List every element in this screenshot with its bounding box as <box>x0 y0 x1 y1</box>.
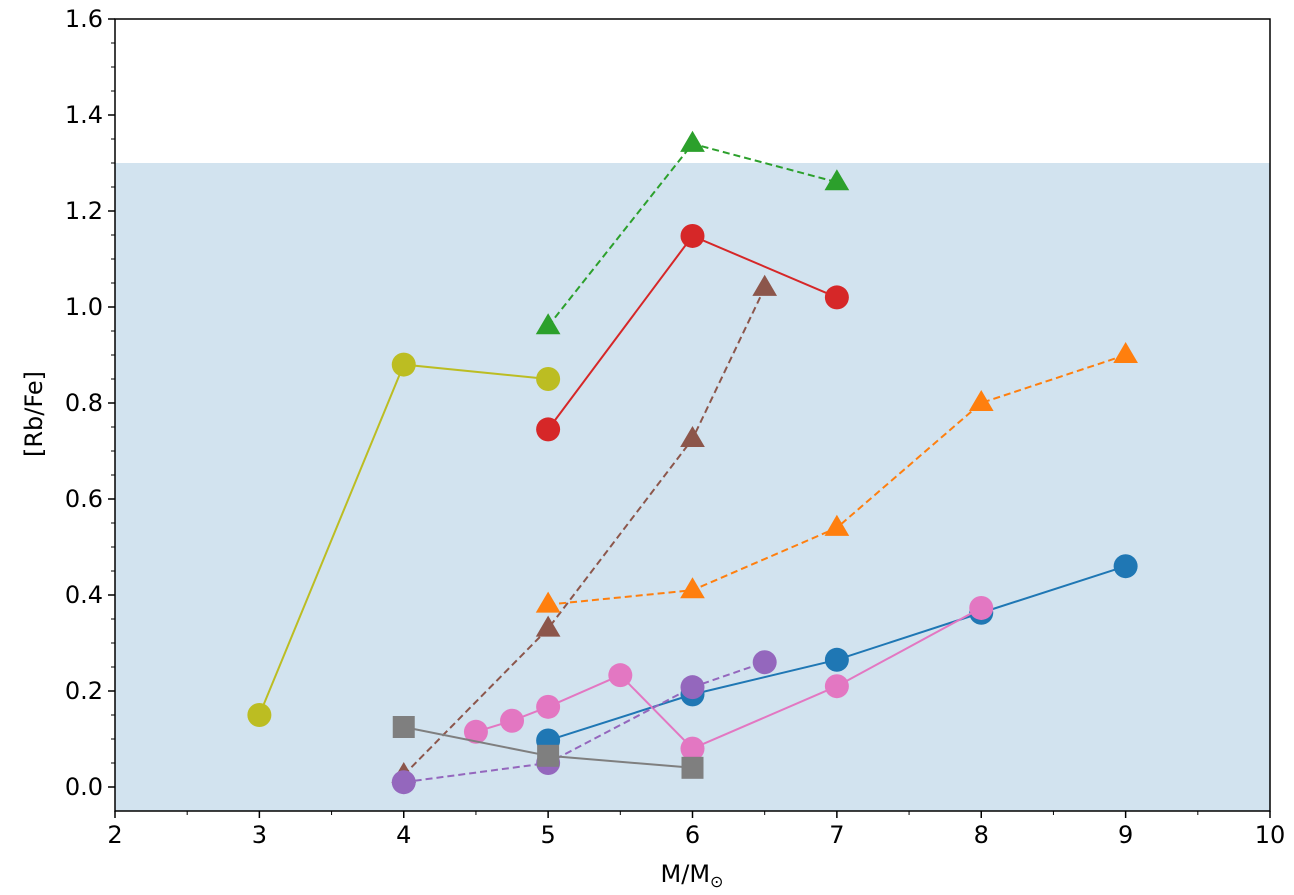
series-1 <box>247 352 561 727</box>
x-tick-label-2: 3 <box>252 821 267 849</box>
x-tick-label-6: 7 <box>829 821 844 849</box>
series-7-point-3 <box>536 694 561 719</box>
y-axis-label: [Rb/Fe] <box>20 371 48 457</box>
series-8-point-3 <box>680 675 705 700</box>
series-9-point-2 <box>537 744 560 767</box>
y-tick-label-4: 0.6 <box>65 485 103 513</box>
series-2-point-1 <box>536 417 561 442</box>
series-4-point-3 <box>680 426 705 448</box>
series-1-point-2 <box>391 352 416 377</box>
series-8-point-4 <box>752 650 777 675</box>
y-tick-label-9: 1.6 <box>65 5 103 33</box>
y-tick-label-3: 0.4 <box>65 581 103 609</box>
x-tick-label-8: 9 <box>1118 821 1133 849</box>
series-7-point-2 <box>500 708 525 733</box>
series-layer <box>247 130 1138 795</box>
series-9-point-1 <box>392 716 415 738</box>
series-8-point-1 <box>391 770 416 795</box>
series-7 <box>463 595 994 761</box>
y-tick-label-6: 1.0 <box>65 293 103 321</box>
y-tick-label-5: 0.8 <box>65 389 103 417</box>
y-tick-label-8: 1.4 <box>65 101 103 129</box>
series-3-point-3 <box>824 169 850 191</box>
series-3-point-1 <box>535 313 561 335</box>
series-6-point-5 <box>1113 554 1138 579</box>
x-axis-label-subscript: ⊙ <box>710 872 723 891</box>
x-tick-label-4: 5 <box>540 821 555 849</box>
series-7-point-7 <box>969 595 994 620</box>
series-7-point-6 <box>824 674 849 699</box>
x-axis-label-main: M/M <box>661 860 711 888</box>
series-7-point-5 <box>680 736 705 761</box>
x-tick-label-5: 6 <box>685 821 700 849</box>
series-2 <box>536 223 849 442</box>
series-1-point-1 <box>247 703 272 727</box>
series-2-point-2 <box>680 223 705 248</box>
shaded-band-layer <box>115 163 1270 811</box>
series-5-point-4 <box>968 390 994 412</box>
tick-layer: 2 3 4 5 6 7 8 9 10 0.0 0.2 0.4 0.6 0.8 1.0 1.2 1.4 1.6 <box>65 5 1285 849</box>
series-7-point-1 <box>463 719 488 744</box>
series-4-line <box>403 287 766 776</box>
x-tick-label-3: 4 <box>396 821 411 849</box>
series-9 <box>392 716 704 779</box>
series-4-point-4 <box>752 274 778 296</box>
x-tick-label-9: 10 <box>1255 821 1286 849</box>
y-tick-label-1: 0.0 <box>65 773 103 801</box>
series-4-point-2 <box>535 615 561 637</box>
x-axis-label: M/M⊙ <box>661 860 724 891</box>
series-3 <box>535 130 850 335</box>
series-1-point-3 <box>536 367 561 391</box>
series-5-point-1 <box>535 591 561 613</box>
shaded-band <box>115 163 1270 811</box>
series-5-point-2 <box>680 577 705 599</box>
y-tick-label-7: 1.2 <box>65 197 103 225</box>
series-8-line <box>403 661 766 784</box>
x-tick-label-1: 2 <box>107 821 122 849</box>
series-7-point-4 <box>608 663 633 688</box>
series-2-point-3 <box>824 285 849 310</box>
series-5-point-5 <box>1113 342 1138 364</box>
series-3-point-2 <box>680 130 705 152</box>
series-5-point-3 <box>824 514 850 536</box>
series-5 <box>535 342 1138 613</box>
series-6-point-3 <box>824 647 849 672</box>
x-tick-label-7: 8 <box>974 821 989 849</box>
y-tick-label-2: 0.2 <box>65 677 103 705</box>
series-9-point-3 <box>681 756 704 779</box>
